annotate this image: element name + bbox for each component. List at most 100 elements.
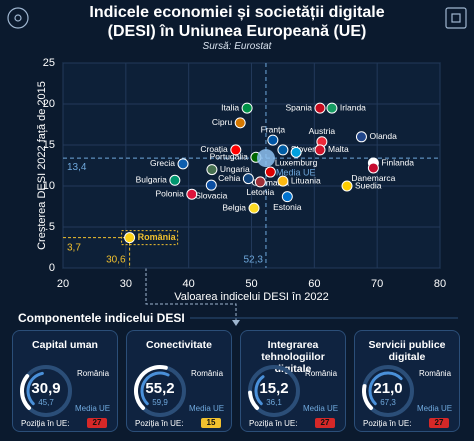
country-label: Spania [286,102,313,112]
country-label: Olanda [369,131,397,141]
card-title: Integrarea tehnologiilor digitale [261,339,325,375]
card-rank: 27 [315,418,335,428]
country-label: Luxemburg [275,158,318,168]
x-axis-label: Valoarea indicelui DESI în 2022 [174,291,329,303]
country-label: Austria [309,126,336,136]
icon-left [7,7,29,29]
country-point [290,146,302,158]
highlight-x-label: 30,6 [106,255,126,266]
gauge: 30,945,7 [20,365,72,417]
gauge-eu-label: 67,3 [380,398,396,407]
gauge-value-label: 21,0 [373,380,402,397]
connector [145,248,237,322]
country-point [177,158,189,170]
icon-right [445,7,467,29]
y-axis-label: Creșterea DESI 2022 față de 2015 [36,81,48,250]
country-label: Slovenia [291,144,324,154]
connector-arrow [232,320,240,326]
card-title: Capital uman [32,339,98,351]
x-tick-label: 80 [434,278,446,290]
country-point [326,102,338,114]
mean-label: Media UE [276,167,316,177]
gauge-value-label: 55,2 [145,380,174,397]
component-card: Servicii publice digitale România Media UE… [354,330,460,432]
chart-title: Indicele economiei și societății digital… [89,4,385,40]
component-card: Conectivitate România Media UE Poziția în U… [126,330,232,432]
gauge: 21,067,3 [362,365,414,417]
gauge: 55,259,9 [134,365,186,417]
card-eu-name: Media UE [189,404,225,413]
card-title: Conectivitate [146,339,212,351]
country-label: Suedia [355,180,382,190]
country-label: Cehia [218,173,240,183]
card-eu-name: Media UE [417,404,453,413]
country-point [242,173,254,185]
gauge-value-label: 15,2 [259,380,288,397]
country-point [264,166,276,178]
gauge-eu [254,375,265,406]
y-tick-label: 15 [43,139,55,151]
country-point [124,232,136,244]
country-point [314,102,326,114]
country-point [169,174,181,186]
card-rank-label: Poziția în UE: [135,419,184,428]
components-title: Componentele indicelui DESI [18,311,185,325]
chart-subtitle: Sursă: Eurostat [202,41,272,52]
country-label: Portugalia [210,152,249,162]
card-eu-name: Media UE [303,404,339,413]
country-point [277,144,289,156]
country-label: România [138,232,177,242]
mean-x-label: 52,3 [243,255,263,266]
card-name: România [419,369,452,378]
country-label: Lituania [291,175,321,185]
gauge-eu-label: 36,1 [266,398,282,407]
card-rank: 27 [429,418,449,428]
country-point [234,117,246,129]
x-tick-label: 70 [371,278,383,290]
y-tick-label: 0 [49,262,55,274]
y-tick-label: 5 [49,221,55,233]
country-label: Grecia [150,158,175,168]
country-label: Cipru [212,117,233,127]
country-point [281,191,293,203]
gauge-eu [140,371,170,406]
country-label: Estonia [273,202,302,212]
card-title: Servicii publice digitale [368,339,446,363]
country-point [206,164,218,176]
x-tick-label: 40 [183,278,195,290]
card-eu-name: Media UE [75,404,111,413]
country-point [230,144,242,156]
country-label: Bulgaria [136,175,167,185]
gauge-eu [368,371,403,406]
country-label: Polonia [155,188,184,198]
country-label: Croația [200,144,228,154]
country-point [241,102,253,114]
y-tick-label: 10 [43,180,55,192]
card-rank: 27 [87,418,107,428]
gauge-value [20,374,32,410]
card-name: România [191,369,224,378]
gauge-eu-label: 45,7 [38,398,54,407]
country-point [254,176,266,188]
gauge: 15,236,1 [248,365,300,417]
card-rank-label: Poziția în UE: [363,419,412,428]
country-label: Danemarca [351,173,395,183]
country-label: Belgia [222,202,246,212]
gauge-value [248,390,260,410]
card-name: România [305,369,338,378]
card-rank: 15 [201,418,221,428]
gauge-eu [26,371,44,406]
country-label: Italia [221,102,239,112]
gauge-value [362,384,374,410]
country-point [248,202,260,214]
country-label: Letonia [246,187,274,197]
highlight-y-label: 3,7 [67,242,81,253]
country-point [205,179,217,191]
country-label: Irlanda [340,102,366,112]
gauge-value [134,365,168,410]
gauge-value-label: 30,9 [31,380,60,397]
country-label: Franța [261,124,286,134]
card-rank-label: Poziția în UE: [21,419,70,428]
